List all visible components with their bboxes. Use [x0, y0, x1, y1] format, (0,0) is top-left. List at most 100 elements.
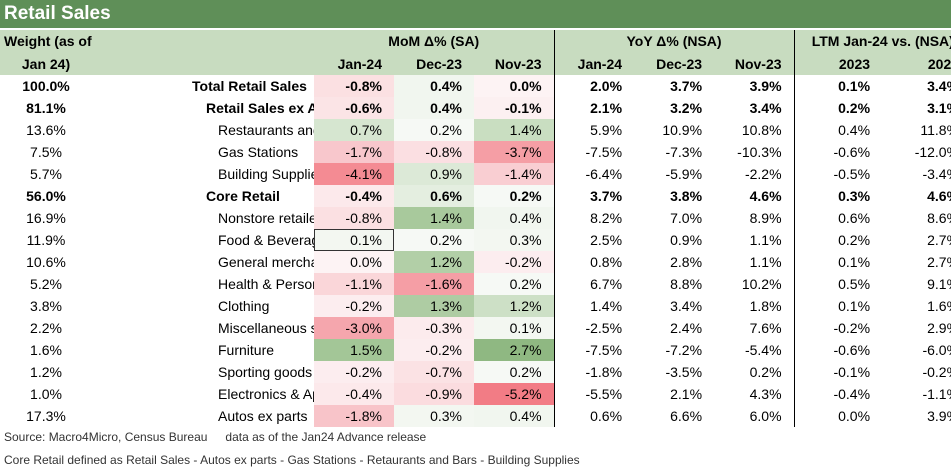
ltm-col-header[interactable]: 2023 [793, 52, 883, 75]
yoy-value-cell[interactable]: 1.4% [553, 295, 635, 317]
yoy-value-cell[interactable]: 0.9% [670, 232, 703, 248]
yoy-value-cell[interactable]: 6.6% [670, 408, 703, 424]
yoy-col-header[interactable]: Nov-23 [714, 52, 795, 75]
category-name-cell[interactable]: Nonstore retailers [218, 210, 314, 226]
mom-value-cell[interactable]: -1.8% [314, 405, 394, 427]
ltm-value-cell[interactable]: 3.1% [927, 100, 951, 116]
ltm-value-cell[interactable]: 2.9% [927, 320, 951, 336]
mom-value-cell[interactable]: 0.9% [394, 163, 474, 185]
mom-value-cell[interactable]: 0.0% [314, 251, 394, 273]
yoy-value-cell[interactable]: 8.8% [670, 276, 703, 292]
yoy-value-cell[interactable]: 1.1% [749, 232, 782, 248]
yoy-value-cell[interactable]: 10.8% [741, 122, 782, 138]
mom-value-cell[interactable]: 0.1% [474, 317, 555, 339]
yoy-value-cell[interactable]: -7.3% [665, 144, 703, 160]
yoy-value-cell[interactable]: -6.4% [553, 163, 635, 185]
ltm-value-cell[interactable]: 0.2% [793, 97, 883, 119]
mom-value-cell[interactable]: 0.3% [474, 229, 555, 251]
ltm-value-cell[interactable]: -0.5% [793, 163, 883, 185]
yoy-value-cell[interactable]: 0.8% [553, 251, 635, 273]
mom-value-cell[interactable]: 1.2% [394, 251, 474, 273]
mom-value-cell[interactable]: 1.5% [314, 339, 394, 361]
category-name-cell[interactable]: Miscellaneous stores [218, 320, 314, 336]
category-name-cell[interactable]: Health & Personal care [218, 276, 314, 292]
yoy-value-cell[interactable]: 8.2% [553, 207, 635, 229]
weight-cell[interactable]: 100.0% [22, 78, 70, 94]
mom-value-cell[interactable]: 1.3% [394, 295, 474, 317]
ltm-value-cell[interactable]: -0.6% [793, 141, 883, 163]
mom-value-cell[interactable]: -0.6% [314, 97, 394, 119]
category-name-cell[interactable]: Retail Sales ex Autos [206, 100, 314, 116]
mom-value-cell[interactable]: 0.1% [314, 229, 394, 251]
ltm-value-cell[interactable]: 0.4% [793, 119, 883, 141]
weight-header-line2[interactable]: Jan 24) [0, 52, 92, 75]
weight-cell[interactable]: 17.3% [26, 408, 66, 424]
ltm-value-cell[interactable]: 8.6% [927, 210, 951, 226]
category-name-cell[interactable]: Food & Beverage stores [218, 232, 314, 248]
mom-value-cell[interactable]: -0.4% [314, 185, 394, 207]
yoy-value-cell[interactable]: 3.9% [749, 78, 782, 94]
ltm-value-cell[interactable]: 3.9% [927, 408, 951, 424]
ltm-value-cell[interactable]: 3.4% [927, 78, 951, 94]
ltm-value-cell[interactable]: -0.6% [793, 339, 883, 361]
yoy-value-cell[interactable]: 3.8% [670, 188, 703, 204]
yoy-value-cell[interactable]: -10.3% [737, 144, 782, 160]
mom-value-cell[interactable]: -0.7% [394, 361, 474, 383]
yoy-value-cell[interactable]: 1.8% [749, 298, 782, 314]
ltm-value-cell[interactable]: -12.0% [914, 144, 951, 160]
category-name-cell[interactable]: Core Retail [206, 188, 280, 204]
ltm-value-cell[interactable]: 0.1% [793, 251, 883, 273]
mom-value-cell[interactable]: -0.2% [314, 295, 394, 317]
weight-cell[interactable]: 5.7% [30, 166, 62, 182]
weight-cell[interactable]: 13.6% [26, 122, 66, 138]
mom-value-cell[interactable]: 0.3% [394, 405, 474, 427]
ltm-group-header[interactable]: LTM Jan-24 vs. (NSA) [793, 30, 951, 52]
weight-cell[interactable]: 1.2% [30, 364, 62, 380]
mom-value-cell[interactable]: -0.2% [474, 251, 555, 273]
weight-cell[interactable]: 16.9% [26, 210, 66, 226]
weight-cell[interactable]: 2.2% [30, 320, 62, 336]
mom-value-cell[interactable]: -4.1% [314, 163, 394, 185]
ltm-value-cell[interactable]: 1.6% [927, 298, 951, 314]
yoy-value-cell[interactable]: 2.0% [553, 75, 635, 97]
weight-cell[interactable]: 56.0% [26, 188, 66, 204]
yoy-value-cell[interactable]: -5.4% [744, 342, 782, 358]
weight-cell[interactable]: 1.0% [30, 386, 62, 402]
ltm-value-cell[interactable]: -6.0% [922, 342, 951, 358]
mom-value-cell[interactable]: -0.2% [394, 339, 474, 361]
weight-cell[interactable]: 3.8% [30, 298, 62, 314]
yoy-value-cell[interactable]: -3.5% [665, 364, 703, 380]
yoy-value-cell[interactable]: 6.0% [749, 408, 782, 424]
weight-cell[interactable]: 5.2% [30, 276, 62, 292]
category-name-cell[interactable]: Electronics & Appliances [218, 386, 314, 402]
yoy-value-cell[interactable]: 2.1% [553, 97, 635, 119]
yoy-value-cell[interactable]: 0.6% [553, 405, 635, 427]
weight-cell[interactable]: 10.6% [26, 254, 66, 270]
yoy-col-header[interactable]: Jan-24 [553, 52, 635, 75]
yoy-value-cell[interactable]: -2.5% [553, 317, 635, 339]
mom-value-cell[interactable]: 0.2% [474, 361, 555, 383]
yoy-value-cell[interactable]: 1.1% [749, 254, 782, 270]
ltm-value-cell[interactable]: -0.1% [793, 361, 883, 383]
yoy-value-cell[interactable]: -1.8% [553, 361, 635, 383]
yoy-value-cell[interactable]: 3.4% [670, 298, 703, 314]
ltm-value-cell[interactable]: 0.3% [793, 185, 883, 207]
yoy-value-cell[interactable]: 3.4% [749, 100, 782, 116]
mom-value-cell[interactable]: 0.2% [474, 185, 555, 207]
mom-value-cell[interactable]: -1.6% [394, 273, 474, 295]
yoy-value-cell[interactable]: 4.6% [749, 188, 782, 204]
weight-header-line1[interactable]: Weight (as of [0, 30, 92, 52]
category-name-cell[interactable]: Building Supplies [218, 166, 314, 182]
weight-cell[interactable]: 7.5% [30, 144, 62, 160]
mom-value-cell[interactable]: 1.2% [474, 295, 555, 317]
mom-value-cell[interactable]: 1.4% [474, 119, 555, 141]
mom-value-cell[interactable]: 0.2% [394, 119, 474, 141]
yoy-value-cell[interactable]: 2.1% [670, 386, 703, 402]
yoy-value-cell[interactable]: 2.8% [670, 254, 703, 270]
category-name-cell[interactable]: Total Retail Sales [192, 78, 307, 94]
ltm-value-cell[interactable]: 0.5% [793, 273, 883, 295]
mom-value-cell[interactable]: -0.1% [474, 97, 555, 119]
mom-col-header[interactable]: Jan-24 [314, 52, 394, 75]
yoy-value-cell[interactable]: 3.7% [553, 185, 635, 207]
mom-value-cell[interactable]: 2.7% [474, 339, 555, 361]
